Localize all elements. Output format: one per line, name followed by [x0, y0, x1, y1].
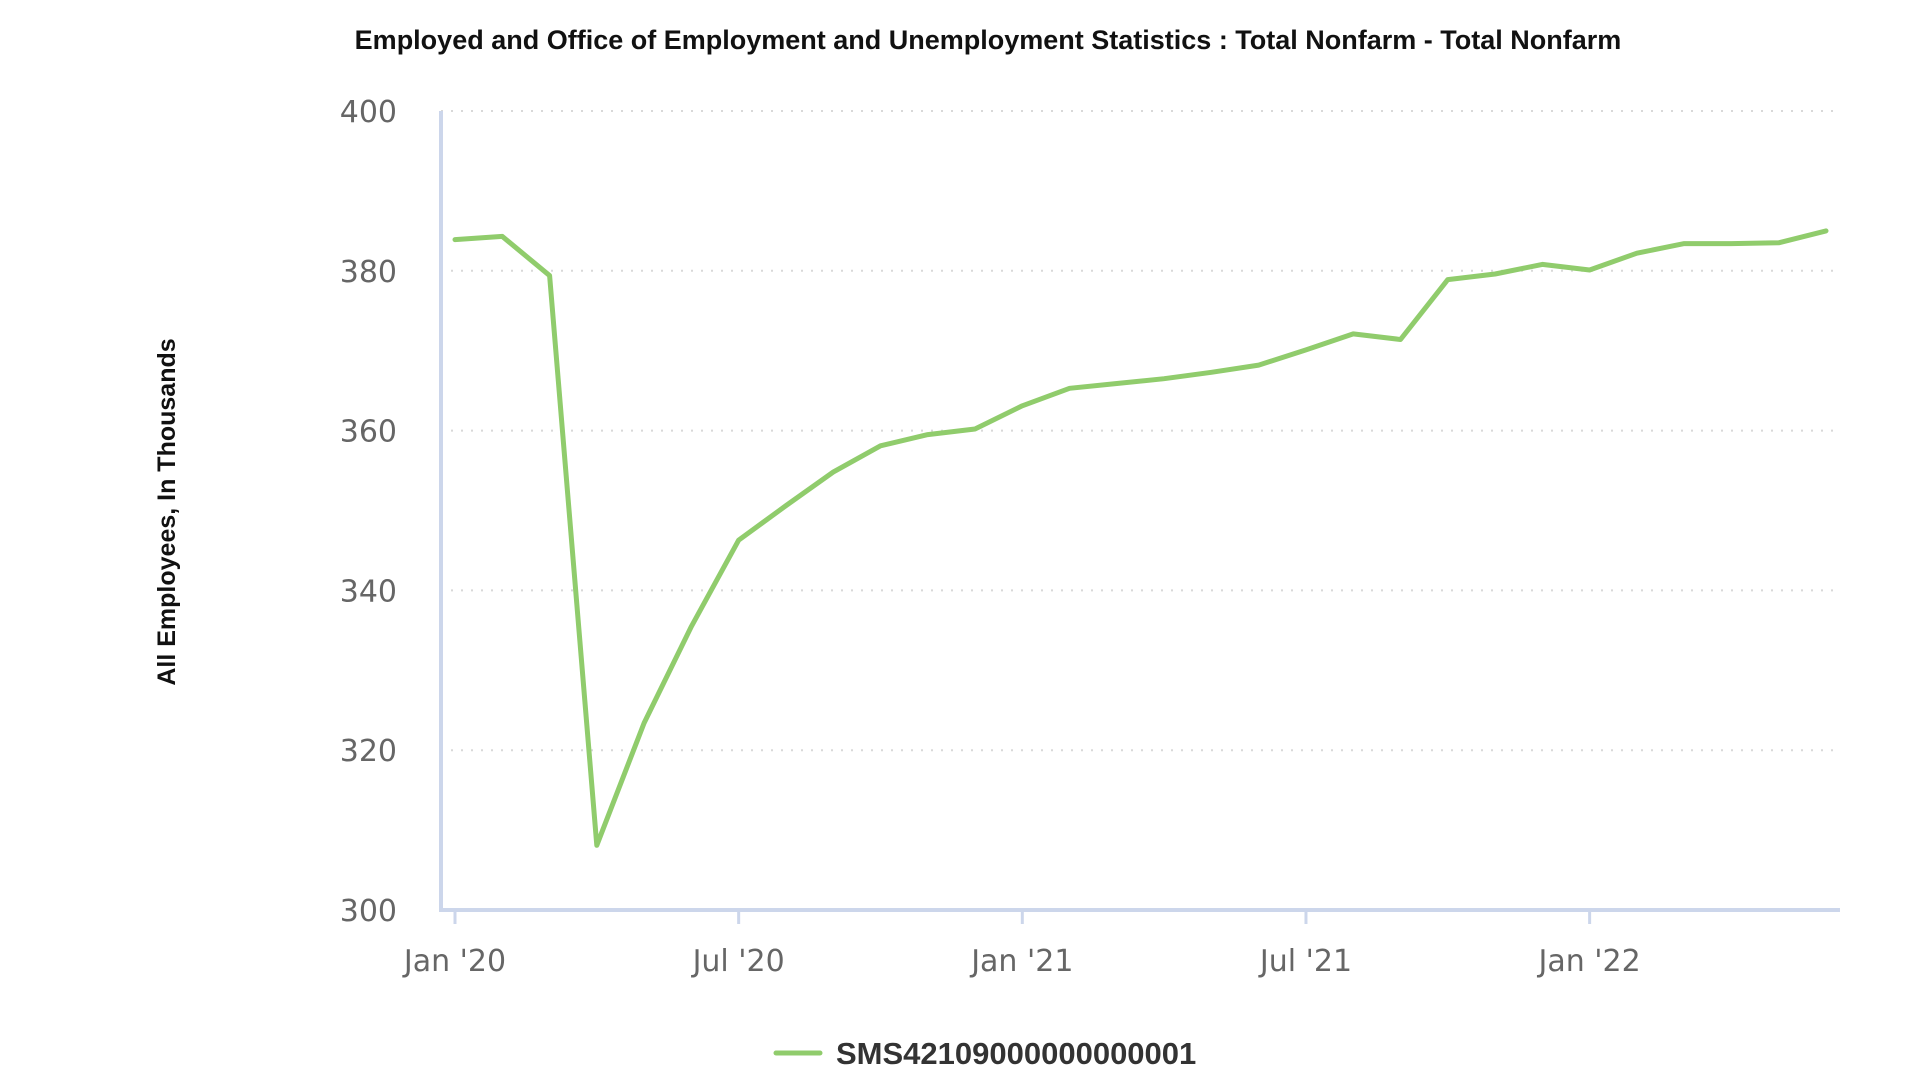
data-point[interactable]	[1823, 228, 1829, 234]
data-point[interactable]	[1256, 362, 1262, 368]
data-point[interactable]	[1398, 337, 1404, 343]
data-point[interactable]	[1161, 376, 1167, 382]
data-point[interactable]	[1350, 331, 1356, 337]
y-axis-label: All Employees, In Thousands	[153, 338, 181, 685]
y-tick-label: 340	[340, 574, 397, 609]
y-tick-label: 320	[340, 734, 397, 769]
legend[interactable]: SMS42109000000000001	[773, 1036, 1196, 1071]
legend-label[interactable]: SMS42109000000000001	[836, 1036, 1196, 1071]
data-point[interactable]	[1587, 267, 1593, 273]
data-point[interactable]	[547, 273, 553, 279]
data-point[interactable]	[972, 426, 978, 432]
y-tick-label: 300	[340, 894, 397, 929]
y-tick-labels: 300 320 340 360 380 400	[340, 95, 397, 929]
data-point[interactable]	[1303, 347, 1309, 353]
data-point[interactable]	[1539, 261, 1545, 267]
data-point[interactable]	[877, 443, 883, 449]
data-point[interactable]	[452, 237, 458, 243]
data-point[interactable]	[736, 537, 742, 543]
series-line-SMS42109000000000001[interactable]	[452, 228, 1829, 848]
data-point[interactable]	[594, 842, 600, 848]
x-tick-labels: Jan '20 Jul '20 Jan '21 Jul '21 Jan '22	[402, 944, 1641, 979]
y-tick-label: 360	[340, 415, 397, 450]
x-tick-label: Jan '21	[969, 944, 1073, 979]
x-tick-label: Jul '20	[691, 944, 785, 979]
data-point[interactable]	[1445, 277, 1451, 283]
data-point[interactable]	[830, 469, 836, 475]
data-point[interactable]	[1114, 380, 1120, 386]
data-point[interactable]	[1492, 271, 1498, 277]
data-point[interactable]	[1681, 241, 1687, 247]
series-lines[interactable]	[452, 228, 1829, 848]
data-point[interactable]	[1728, 241, 1734, 247]
chart-title: Employed and Office of Employment and Un…	[355, 25, 1622, 55]
axes	[439, 111, 1840, 924]
x-tick-label: Jan '20	[402, 944, 506, 979]
data-point[interactable]	[1634, 250, 1640, 256]
data-point[interactable]	[1776, 240, 1782, 246]
data-point[interactable]	[688, 623, 694, 629]
x-tick-label: Jan '22	[1537, 944, 1641, 979]
y-tick-label: 400	[340, 95, 397, 130]
data-point[interactable]	[641, 720, 647, 726]
data-point[interactable]	[925, 432, 931, 438]
data-point[interactable]	[1067, 385, 1073, 391]
data-point[interactable]	[1208, 369, 1214, 375]
gridlines	[441, 110, 1840, 752]
y-tick-label: 380	[340, 255, 397, 290]
data-point[interactable]	[499, 233, 505, 239]
data-point[interactable]	[783, 503, 789, 509]
data-point[interactable]	[1019, 403, 1025, 409]
x-tick-label: Jul '21	[1258, 944, 1352, 979]
